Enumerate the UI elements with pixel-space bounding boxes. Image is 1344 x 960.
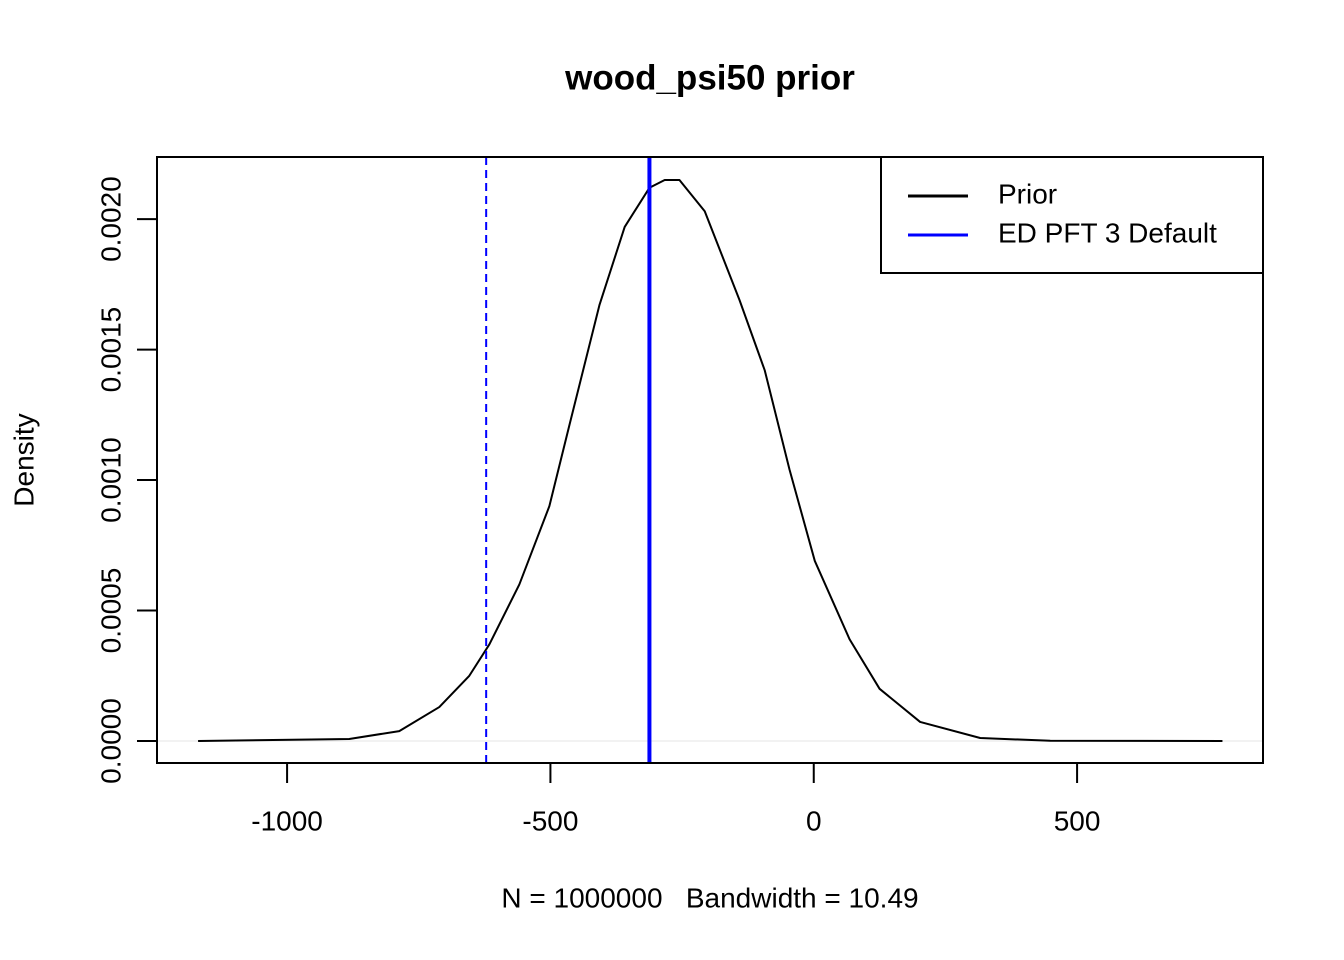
- x-tick-label: 500: [1054, 805, 1101, 836]
- chart-title: wood_psi50 prior: [564, 58, 855, 97]
- y-tick-label: 0.0015: [95, 307, 126, 393]
- x-tick-label: -1000: [251, 805, 323, 836]
- x-axis-label: N = 1000000 Bandwidth = 10.49: [501, 882, 918, 913]
- legend-label: Prior: [998, 178, 1057, 209]
- y-tick-label: 0.0005: [95, 568, 126, 654]
- y-tick-label: 0.0000: [95, 698, 126, 784]
- y-tick-label: 0.0020: [95, 176, 126, 262]
- density-line: [198, 178, 1223, 743]
- x-tick-label: 0: [806, 805, 822, 836]
- legend-box: [880, 156, 1264, 274]
- x-tick-label: -500: [522, 805, 578, 836]
- legend-label: ED PFT 3 Default: [998, 217, 1217, 248]
- plot-frame: [156, 156, 1264, 764]
- y-axis-label: Density: [8, 413, 39, 506]
- y-tick-label: 0.0010: [95, 437, 126, 523]
